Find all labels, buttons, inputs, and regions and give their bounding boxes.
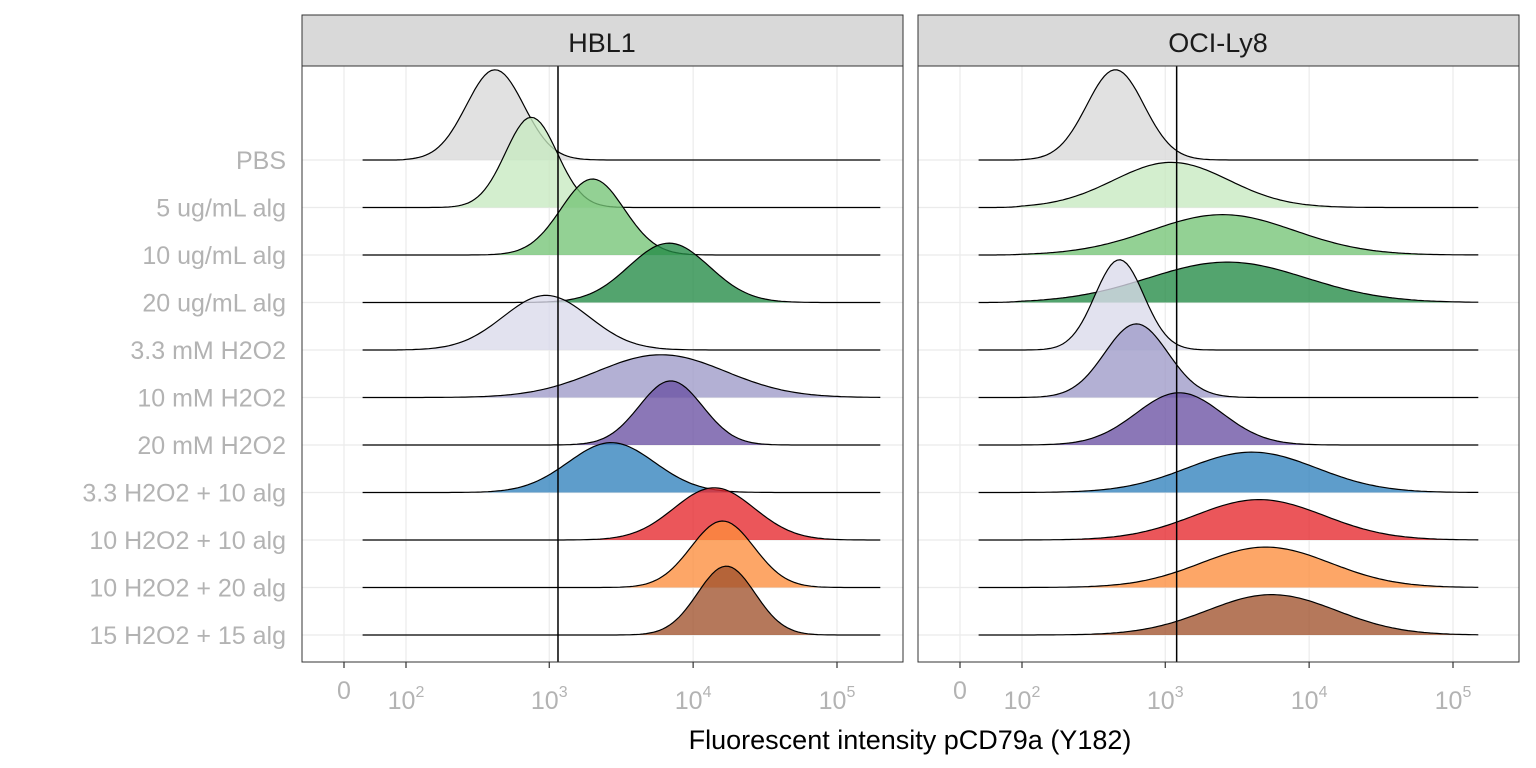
category-label: 15 H2O2 + 15 alg (89, 622, 286, 650)
panel-title-oci-ly8: OCI-Ly8 (1168, 28, 1268, 58)
density-ridge-fill (978, 259, 1479, 350)
panel-strip-hbl1 (301, 14, 904, 67)
plot-border-oci-ly8 (917, 65, 1520, 663)
density-ridge-fill (362, 117, 881, 208)
density-ridge-line (362, 354, 881, 399)
x-tick-label: 104 (675, 684, 712, 715)
panel-oci-ly8: OCI-Ly8 0 102 103 104 105 (917, 14, 1520, 715)
density-ridge-line (978, 69, 1479, 161)
category-label: 10 H2O2 + 10 alg (89, 527, 286, 555)
density-ridge-line (978, 259, 1479, 351)
plot-border-hbl1 (301, 65, 904, 663)
density-ridge-fill (978, 162, 1479, 208)
y-axis-category-labels: PBS 5 ug/mL alg 10 ug/mL alg 20 ug/mL alg 3.… (82, 147, 286, 650)
density-ridge-line (978, 392, 1479, 446)
x-axis-hbl1: 0 102 103 104 105 (337, 662, 855, 715)
density-ridge-fill (978, 323, 1479, 398)
density-ridge-fill (362, 381, 881, 445)
density-ridge-fill (978, 392, 1479, 445)
category-label: PBS (236, 147, 286, 175)
category-label: 10 ug/mL alg (142, 242, 286, 270)
density-ridge-line (978, 213, 1479, 256)
density-ridge-line (978, 499, 1479, 541)
density-ridge-fill (362, 354, 881, 398)
density-ridge-line (978, 161, 1479, 209)
panel-strip-oci-ly8 (917, 14, 1520, 67)
x-tick-label: 105 (1435, 684, 1472, 715)
density-ridge-line (362, 520, 881, 589)
density-ridge-line (362, 242, 881, 304)
density-ridge-line (362, 69, 881, 161)
category-label: 10 mM H2O2 (137, 385, 286, 413)
density-ridge-line (978, 261, 1479, 304)
ridges-oci-ly8 (978, 69, 1479, 636)
panel-title-hbl1: HBL1 (568, 28, 636, 58)
density-ridge-line (362, 380, 881, 446)
plot-area-hbl1 (302, 66, 903, 662)
density-ridge-line (978, 323, 1479, 399)
density-ridge-line (978, 594, 1479, 636)
ridges-hbl1 (362, 69, 881, 636)
density-ridge-fill (362, 179, 881, 255)
category-label: 3.3 H2O2 + 10 alg (82, 480, 286, 508)
density-ridge-fill (362, 487, 881, 540)
density-ridge-line (978, 546, 1479, 589)
x-tick-label: 103 (1147, 684, 1184, 715)
x-tick-label: 102 (388, 684, 425, 715)
category-label: 20 ug/mL alg (142, 290, 286, 318)
density-ridge-line (362, 487, 881, 541)
x-tick-label: 0 (337, 677, 351, 705)
category-label: 5 ug/mL alg (156, 195, 286, 223)
category-label: 3.3 mM H2O2 (130, 337, 286, 365)
density-ridge-fill (978, 69, 1479, 160)
x-tick-label: 103 (531, 684, 568, 715)
density-ridge-fill (978, 452, 1479, 493)
x-tick-label: 105 (819, 684, 856, 715)
density-ridge-fill (362, 442, 881, 493)
density-ridge-line (362, 565, 881, 636)
density-ridge-fill (978, 594, 1479, 635)
x-tick-label: 0 (953, 677, 967, 705)
category-label: 20 mM H2O2 (137, 432, 286, 460)
x-axis-oci-ly8: 0 102 103 104 105 (953, 662, 1471, 715)
category-label: 10 H2O2 + 20 alg (89, 575, 286, 603)
density-ridge-line (362, 178, 881, 256)
density-ridge-fill (978, 499, 1479, 540)
density-ridge-fill (978, 547, 1479, 588)
density-ridge-line (362, 441, 881, 494)
panel-hbl1: HBL1 0 102 103 104 105 (301, 14, 904, 715)
x-axis-title: Fluorescent intensity pCD79a (Y182) (689, 725, 1132, 755)
density-ridge-line (362, 294, 881, 351)
density-ridge-fill (362, 566, 881, 635)
density-ridge-fill (362, 243, 881, 303)
x-tick-label: 104 (1291, 684, 1328, 715)
x-tick-label: 102 (1004, 684, 1041, 715)
density-ridge-fill (362, 295, 881, 350)
density-ridge-fill (362, 69, 881, 160)
density-ridge-line (978, 451, 1479, 494)
density-ridge-fill (362, 521, 881, 588)
